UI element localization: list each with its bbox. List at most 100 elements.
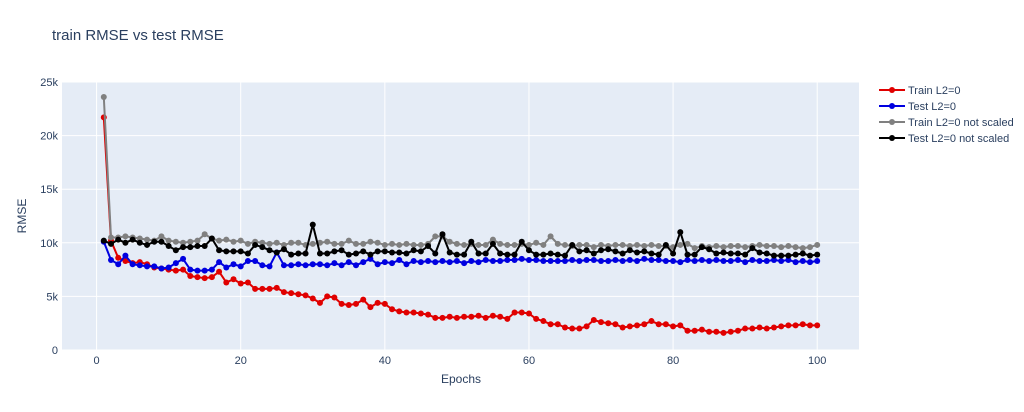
- data-point: [598, 258, 605, 265]
- data-point: [489, 312, 496, 319]
- data-point: [489, 258, 496, 265]
- data-point: [172, 238, 179, 245]
- data-point: [525, 241, 532, 248]
- data-point: [533, 239, 540, 246]
- data-point: [201, 275, 208, 282]
- y-axis-title: RMSE: [15, 199, 29, 234]
- data-point: [180, 239, 187, 246]
- data-point: [504, 251, 511, 258]
- data-point: [417, 248, 424, 255]
- data-point: [814, 251, 821, 258]
- data-point: [345, 301, 352, 308]
- data-point: [396, 241, 403, 248]
- data-point: [533, 251, 540, 258]
- data-point: [252, 241, 259, 248]
- data-point: [100, 237, 107, 244]
- legend-item[interactable]: Test L2=0 not scaled: [879, 133, 1009, 145]
- data-point: [295, 250, 302, 257]
- data-point: [165, 264, 172, 271]
- data-point: [655, 251, 662, 258]
- data-point: [792, 244, 799, 251]
- data-point: [302, 250, 309, 257]
- data-point: [799, 258, 806, 265]
- data-point: [590, 250, 597, 257]
- data-point: [122, 233, 129, 240]
- data-point: [172, 260, 179, 267]
- data-point: [727, 250, 734, 257]
- data-point: [345, 237, 352, 244]
- data-point: [374, 248, 381, 255]
- data-point: [475, 250, 482, 257]
- data-point: [353, 250, 360, 257]
- data-point: [244, 250, 251, 257]
- data-point: [165, 243, 172, 250]
- data-point: [144, 263, 151, 270]
- data-point: [353, 300, 360, 307]
- data-point: [316, 299, 323, 306]
- data-point: [655, 321, 662, 328]
- legend-item[interactable]: Train L2=0: [879, 85, 961, 97]
- data-point: [259, 262, 266, 269]
- data-point: [475, 259, 482, 266]
- data-point: [216, 268, 223, 275]
- data-point: [367, 251, 374, 258]
- data-point: [381, 300, 388, 307]
- data-point: [194, 267, 201, 274]
- data-point: [461, 313, 468, 320]
- data-point: [605, 246, 612, 253]
- data-point: [453, 251, 460, 258]
- data-point: [720, 249, 727, 256]
- data-point: [338, 240, 345, 247]
- data-point: [807, 252, 813, 259]
- data-point: [288, 239, 295, 246]
- data-point: [698, 326, 705, 333]
- legend[interactable]: Train L2=0 Test L2=0 Train L2=0 not scaled…: [879, 85, 1014, 145]
- data-point: [309, 240, 316, 247]
- data-point: [590, 316, 597, 323]
- data-point: [360, 296, 367, 303]
- data-point: [561, 324, 568, 331]
- data-point: [194, 243, 201, 250]
- data-point: [295, 291, 302, 298]
- data-point: [554, 251, 561, 258]
- y-axis-ticks: 0 5k 10k 15k 20k 25k: [40, 77, 58, 357]
- data-point: [540, 318, 547, 325]
- data-point: [252, 285, 259, 292]
- data-point: [561, 258, 568, 265]
- data-point: [432, 233, 439, 240]
- data-point: [770, 324, 777, 331]
- data-point: [626, 247, 633, 254]
- data-point: [288, 262, 295, 269]
- data-point: [417, 259, 424, 266]
- data-point: [115, 261, 122, 268]
- series-1: [100, 238, 821, 274]
- data-point: [770, 243, 777, 250]
- data-point: [403, 240, 410, 247]
- data-point: [237, 248, 244, 255]
- data-point: [763, 325, 770, 332]
- data-point: [223, 264, 230, 271]
- data-point: [662, 241, 669, 248]
- data-point: [122, 252, 129, 259]
- data-point: [749, 245, 756, 252]
- data-point: [583, 241, 590, 248]
- data-point: [598, 247, 605, 254]
- data-point: [136, 235, 143, 242]
- data-point: [605, 258, 612, 265]
- data-point: [381, 241, 388, 248]
- data-point: [569, 256, 576, 263]
- data-point: [583, 256, 590, 263]
- legend-item[interactable]: Test L2=0: [879, 101, 956, 113]
- data-point: [727, 243, 734, 250]
- legend-item[interactable]: Train L2=0 not scaled: [879, 117, 1014, 129]
- data-point: [244, 258, 251, 265]
- data-point: [453, 258, 460, 265]
- data-point: [792, 322, 799, 329]
- data-point: [345, 251, 352, 258]
- data-point: [280, 289, 287, 296]
- data-point: [187, 244, 194, 251]
- data-point: [648, 256, 655, 263]
- data-point: [324, 262, 331, 269]
- data-point: [216, 237, 223, 244]
- data-point: [259, 285, 266, 292]
